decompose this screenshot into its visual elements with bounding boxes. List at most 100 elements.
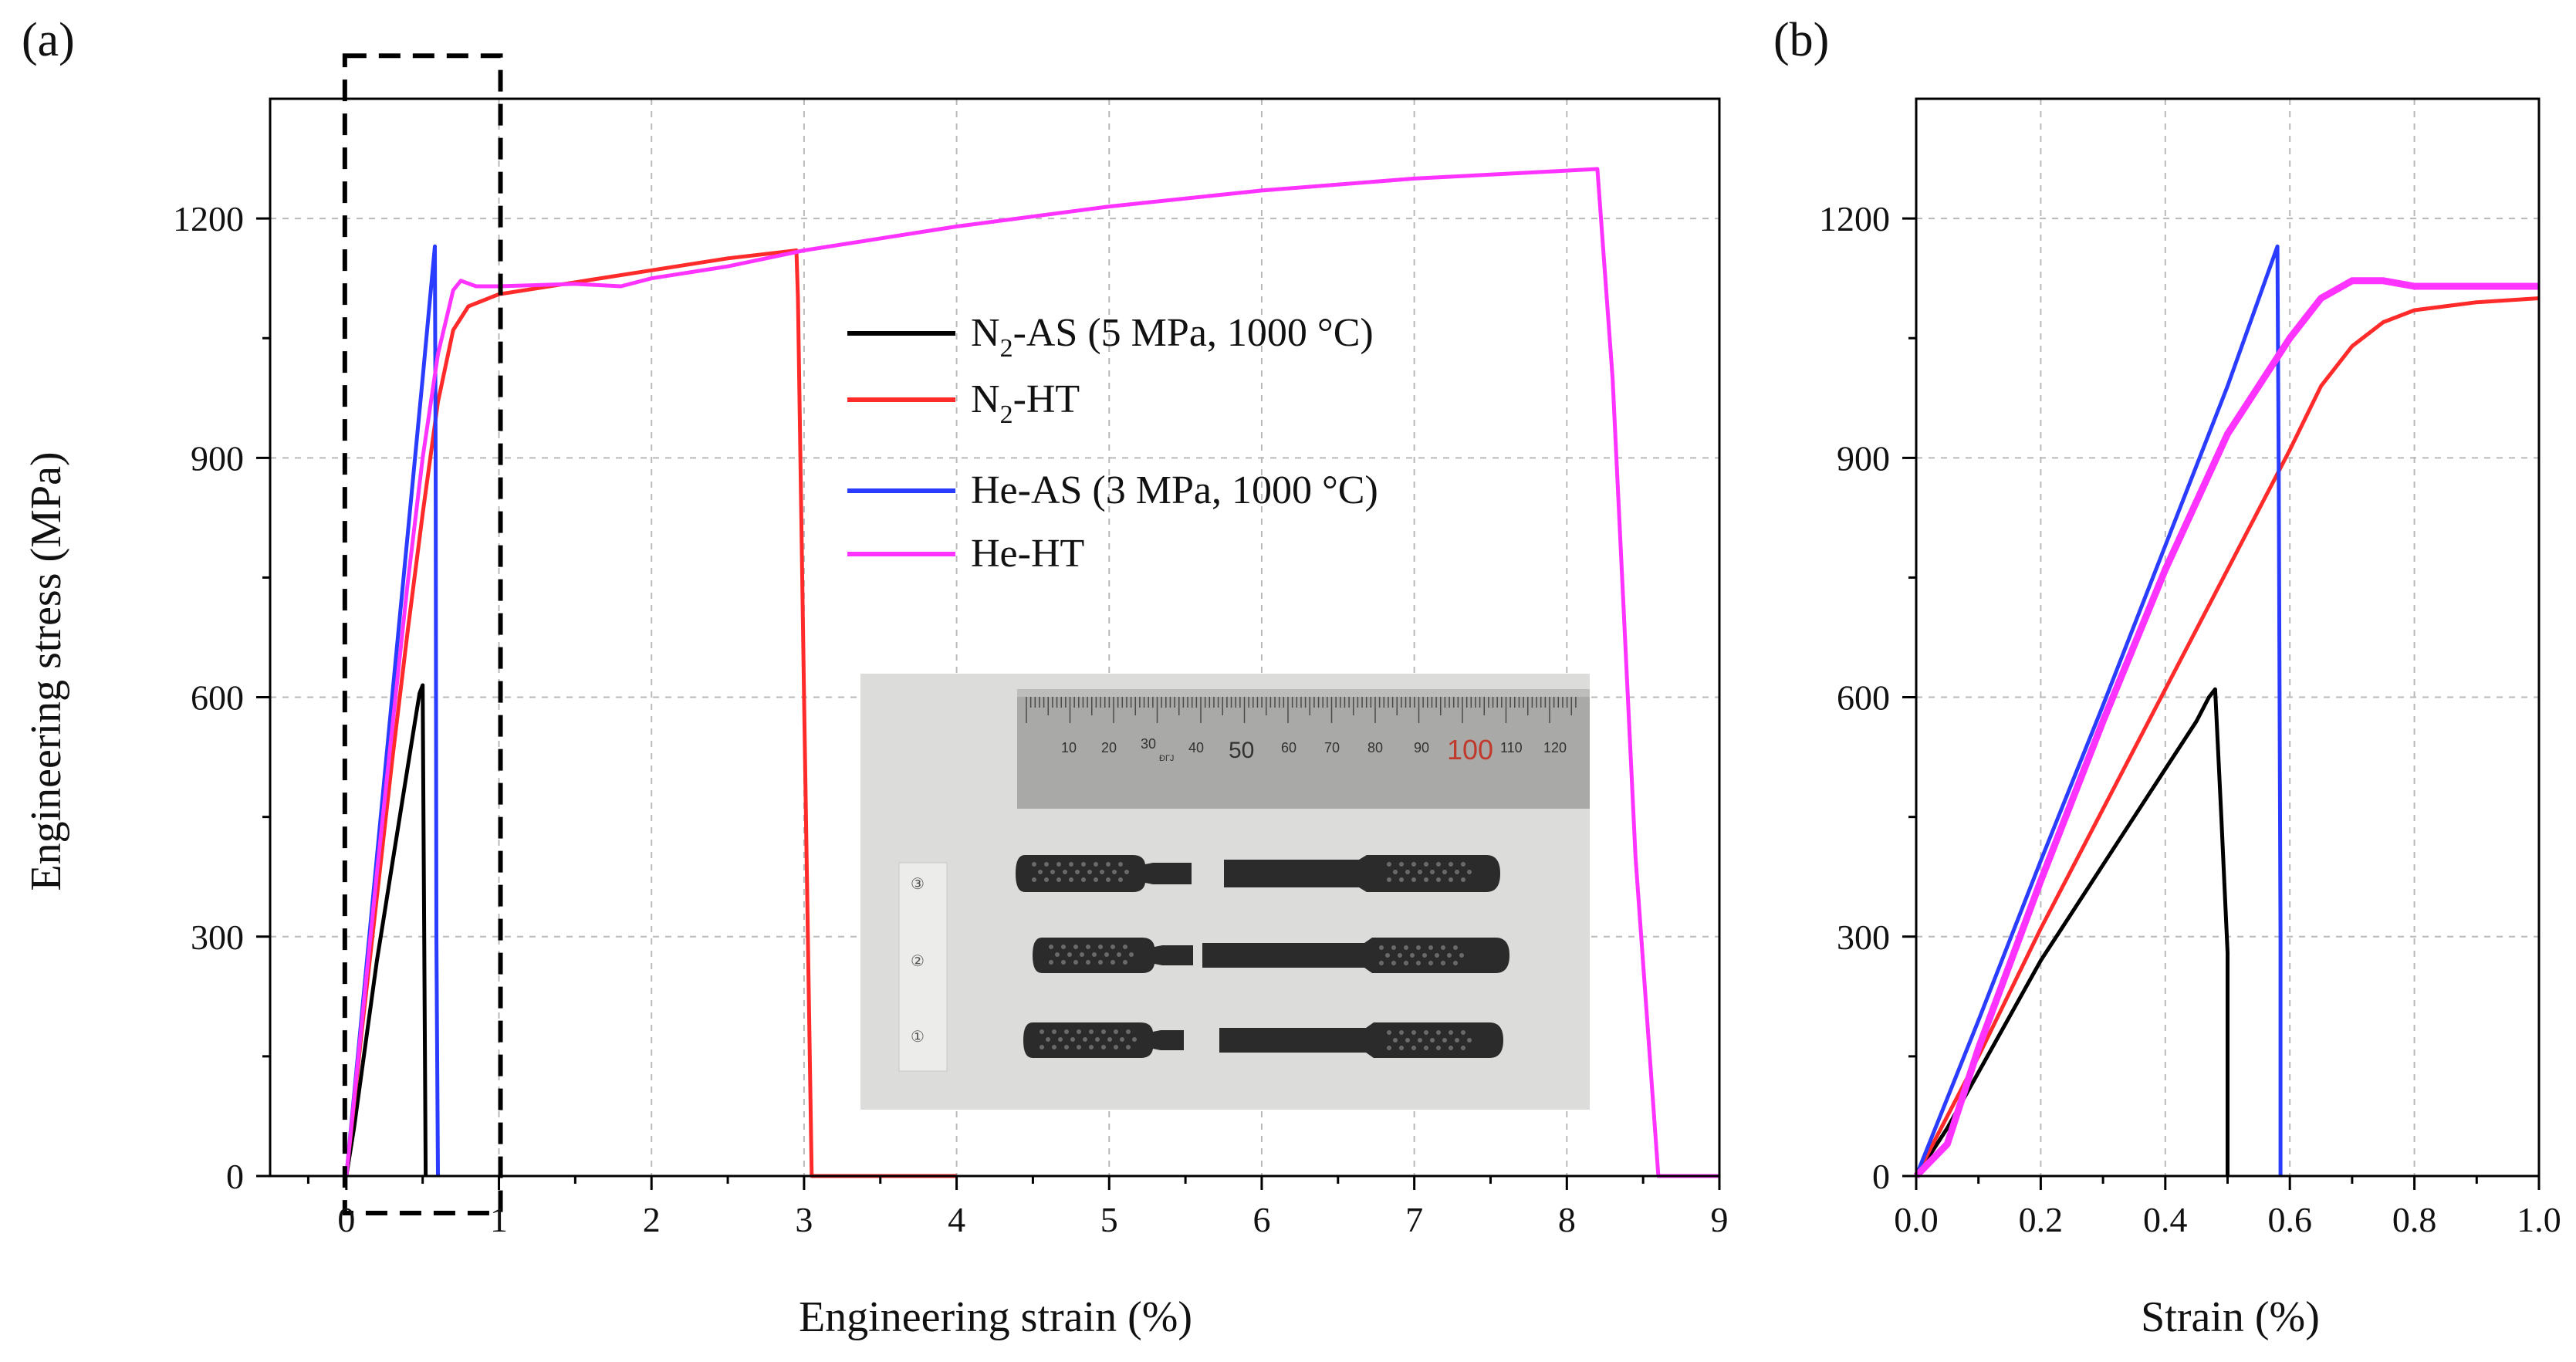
specimen-dot [1416, 945, 1421, 950]
y-axis-label-a: Engineering stress (MPa) [22, 451, 70, 891]
series-line [1914, 296, 2540, 1178]
specimen-dot [1101, 1045, 1106, 1049]
specimen-dot [1049, 945, 1053, 949]
specimen-dot [1424, 1030, 1428, 1035]
specimen-dot [1100, 870, 1104, 874]
ruler-number-highlight: 100 [1447, 734, 1493, 765]
specimen-dot [1418, 1038, 1422, 1043]
y-tick-label: 0 [226, 1157, 244, 1196]
specimen-dot [1461, 1046, 1465, 1050]
specimen-dot [1075, 870, 1080, 874]
series-lines-b [1913, 244, 2540, 1179]
x-tick-label: 0.4 [2143, 1200, 2188, 1239]
ruler-number: 60 [1281, 740, 1296, 755]
y-tick-label: 300 [191, 918, 244, 957]
specimen-dot [1052, 1029, 1056, 1034]
specimen-dot [1106, 862, 1111, 867]
specimen-dot [1058, 1037, 1063, 1042]
specimen-dot [1459, 953, 1464, 958]
specimen-dot [1436, 1030, 1441, 1035]
specimen-photo-inset: 10 20 30 ĐГЈ 40 50 60 70 80 90 100 110 1… [860, 674, 1590, 1110]
specimen-dot [1428, 945, 1433, 950]
x-tick-label: 0.0 [1894, 1200, 1939, 1239]
specimen-dot [1461, 877, 1465, 882]
specimen-dot [1118, 862, 1123, 867]
specimen-dot [1123, 945, 1127, 949]
specimen-dot [1032, 862, 1036, 867]
ruler-number: 90 [1414, 740, 1429, 755]
specimen-dot [1061, 960, 1066, 965]
x-tick-label: 3 [795, 1200, 813, 1239]
specimen-dot [1095, 1037, 1100, 1042]
specimen-dot [1092, 952, 1097, 957]
y-axis-a: 0 300 600 900 1200 [173, 199, 270, 1196]
legend-label: N2-HT [971, 377, 1080, 429]
x-axis-b: 0.0 0.2 0.4 0.6 0.8 1.0 [1894, 1176, 2561, 1239]
specimen-dot [1436, 862, 1441, 867]
specimen-dot [1411, 1030, 1416, 1035]
specimen-dot [1424, 877, 1428, 882]
series-line [1913, 277, 2539, 1179]
specimen-dot [1032, 877, 1036, 882]
ruler-number: 50 [1229, 738, 1254, 763]
specimen-dot [1089, 1029, 1094, 1034]
specimen-dot [1404, 945, 1408, 950]
specimen-dot [1112, 870, 1117, 874]
y-tick-label: 600 [191, 678, 244, 718]
x-tick-label: 0.8 [2392, 1200, 2437, 1239]
series-lines-a [344, 167, 1719, 1178]
x-tick-label: 1 [490, 1200, 508, 1239]
x-tick-label: 0 [337, 1200, 355, 1239]
x-tick-label: 2 [643, 1200, 661, 1239]
specimen-dot [1391, 945, 1396, 950]
specimen-dot [1387, 862, 1391, 867]
specimen-dot [1086, 945, 1090, 949]
specimen-dot [1050, 870, 1055, 874]
x-axis-label-b: Strain (%) [2141, 1293, 2320, 1341]
specimen-dot [1449, 1030, 1453, 1035]
specimen-dot [1129, 952, 1134, 957]
specimen-dot [1086, 960, 1090, 965]
specimen-dot [1455, 870, 1459, 874]
specimen-dot [1436, 877, 1441, 882]
specimen-dot [1430, 870, 1435, 874]
specimen-label: ① [911, 1027, 925, 1046]
specimen-dot [1064, 1045, 1069, 1049]
specimens [1016, 855, 1509, 1058]
specimen-dot [1107, 1037, 1112, 1042]
legend-label: He-AS (3 MPa, 1000 °C) [971, 468, 1378, 512]
series-line [344, 167, 1719, 1178]
x-tick-label: 4 [948, 1200, 965, 1239]
specimen-dot [1379, 945, 1384, 950]
ruler-mark: ĐГЈ [1159, 754, 1174, 763]
specimen-dot [1067, 952, 1072, 957]
specimen-dot [1063, 870, 1067, 874]
x-tick-label: 9 [1711, 1200, 1729, 1239]
specimen-dot [1467, 1038, 1472, 1043]
y-tick-label: 600 [1837, 678, 1890, 718]
specimen-dot [1132, 1037, 1137, 1042]
legend: N2-AS (5 MPa, 1000 °C) N2-HT He-AS (3 MP… [847, 311, 1378, 576]
specimen-dot [1422, 953, 1427, 958]
specimen-dot [1111, 945, 1115, 949]
specimen-dot [1428, 961, 1433, 965]
ruler-labels: 10 20 30 ĐГЈ 40 50 60 70 80 90 100 110 1… [1061, 734, 1567, 765]
specimen-dot [1399, 1030, 1404, 1035]
specimen-dot [1040, 1029, 1044, 1034]
x-tick-label: 5 [1100, 1200, 1118, 1239]
specimen-dot [1046, 1037, 1050, 1042]
specimen-dot [1418, 870, 1422, 874]
specimen-dot [1411, 862, 1416, 867]
specimen-dot [1056, 862, 1061, 867]
specimen-dot [1070, 1037, 1075, 1042]
y-tick-label: 900 [191, 438, 244, 478]
specimen-dot [1411, 877, 1416, 882]
specimen-dot [1094, 877, 1098, 882]
specimen-dot [1405, 1038, 1410, 1043]
specimen-dot [1080, 952, 1084, 957]
legend-label: He-HT [971, 532, 1084, 576]
specimen-dot [1049, 960, 1053, 965]
panel-b-label: (b) [1773, 14, 1829, 66]
specimen-dot [1040, 1045, 1044, 1049]
specimen-dot [1118, 877, 1123, 882]
